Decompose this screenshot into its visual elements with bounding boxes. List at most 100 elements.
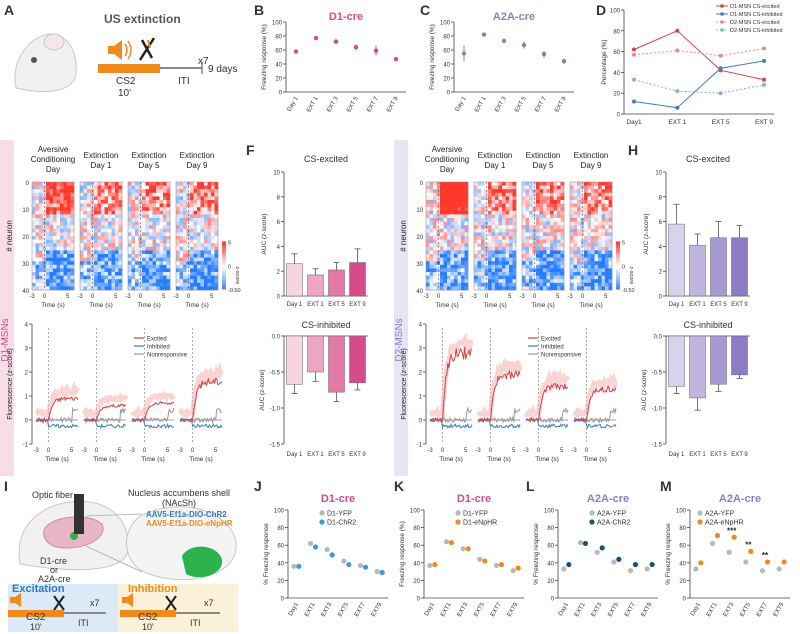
heatmap-cell (594, 279, 599, 284)
heatmap-cell (447, 282, 451, 287)
heatmap-cell (594, 189, 599, 194)
heatmap-cell (443, 272, 448, 276)
heatmap-cell (118, 225, 123, 230)
heatmap-cell (433, 192, 437, 197)
heatmap-cell (591, 264, 595, 269)
heatmap-cell (577, 257, 581, 262)
heatmap-cell (135, 214, 139, 219)
heatmap-cell (49, 203, 54, 208)
x-tick-label: EXT7 (354, 601, 367, 618)
heatmap-cell (587, 196, 592, 201)
heatmap-cell (477, 214, 482, 219)
heatmap-cell (477, 275, 482, 280)
heatmap-cell (594, 221, 599, 226)
heatmap-cell (190, 228, 194, 233)
heatmap-cell (495, 196, 499, 201)
heatmap-cell (495, 228, 499, 233)
heatmap-cell (128, 189, 132, 194)
heatmap-cell (488, 261, 492, 266)
heatmap-cell (505, 250, 510, 255)
heatmap-cell (166, 225, 171, 230)
heatmap-cell (522, 243, 526, 248)
heatmap-cell (577, 264, 581, 269)
heatmap-cell (525, 232, 530, 237)
heatmap-cell (529, 221, 533, 226)
heatmap-cell (450, 250, 455, 255)
heatmap-cell (111, 279, 116, 284)
heatmap-cell (101, 203, 105, 208)
heatmap-cell (53, 286, 57, 291)
y-tick-label: 2 (419, 371, 423, 377)
heatmap-cell (53, 239, 57, 244)
heatmap-cell (529, 246, 533, 251)
heatmap-cell (440, 225, 444, 230)
heatmap-cell (83, 232, 88, 237)
heatmap-cell (111, 225, 116, 230)
heatmap-cell (429, 236, 434, 240)
heatmap-cell (443, 189, 448, 194)
heatmap-cell (204, 203, 208, 208)
x-tick-label: -3 (177, 448, 183, 454)
heatmap-cell (131, 268, 136, 273)
heatmap-cell (539, 214, 544, 219)
bar (710, 237, 727, 297)
iti-label: ITI (178, 76, 190, 87)
heatmap-cell (447, 254, 451, 258)
heatmap-cell (80, 275, 84, 280)
heatmap-cell (429, 250, 434, 255)
heatmap-cell (118, 236, 123, 240)
heatmap-cell (474, 207, 478, 212)
heatmap-cell (457, 221, 462, 226)
heatmap-cell (440, 236, 444, 240)
heatmap-cell (94, 272, 98, 276)
heatmap-cell (166, 261, 171, 266)
heatmap-cell (152, 189, 157, 194)
heatmap-cell (176, 236, 180, 240)
heatmap-cell (464, 286, 469, 291)
heatmap-cell (42, 282, 47, 287)
heatmap-cell (591, 228, 595, 233)
heatmap-cell (550, 182, 554, 186)
heatmap-cell (159, 254, 164, 258)
heatmap-cell (532, 236, 537, 240)
heatmap-cell (461, 239, 465, 244)
heatmap-cell (145, 221, 150, 226)
heatmap-cell (193, 210, 198, 215)
heatmap-cell (601, 268, 606, 273)
heatmap-cell (111, 272, 116, 276)
colorbar-tick: -0.50 (228, 288, 241, 294)
heatmap-cell (491, 243, 496, 248)
heatmap-frame (473, 181, 517, 291)
inhibition-label: Inhibition (128, 583, 178, 595)
heatmap-cell (159, 282, 164, 287)
colorbar-cell (616, 263, 620, 266)
heatmap-cell (149, 239, 153, 244)
heatmap-cell (436, 275, 441, 280)
heatmap-cell (197, 203, 201, 208)
heatmap-cell (491, 221, 496, 226)
trace-nonresponsive (179, 408, 223, 425)
heatmap-cell (211, 203, 215, 208)
heatmap-cell (601, 246, 606, 251)
heatmap-title: Extinction (478, 151, 513, 160)
heatmap-cell (80, 246, 84, 251)
heatmap-cell (115, 221, 119, 226)
heatmap-cell (56, 214, 61, 219)
heatmap-cell (111, 254, 116, 258)
heatmap-cell (83, 207, 88, 212)
heatmap-cell (587, 250, 592, 255)
data-point (675, 89, 680, 94)
heatmap-cell (60, 192, 64, 197)
heatmap-cell (461, 275, 465, 280)
heatmap-cell (49, 225, 54, 230)
heatmap-cell (145, 264, 150, 269)
y-tick-label: 60 (443, 49, 450, 55)
heatmap-cell (197, 282, 201, 287)
heatmap-cell (433, 218, 437, 222)
x-tick-label: EXT 9 (554, 95, 568, 113)
heatmap-cell (101, 243, 105, 248)
heatmap-cell (601, 207, 606, 212)
heatmap-cell (481, 182, 485, 186)
heatmap-cell (461, 257, 465, 262)
heatmap-cell (553, 282, 558, 287)
